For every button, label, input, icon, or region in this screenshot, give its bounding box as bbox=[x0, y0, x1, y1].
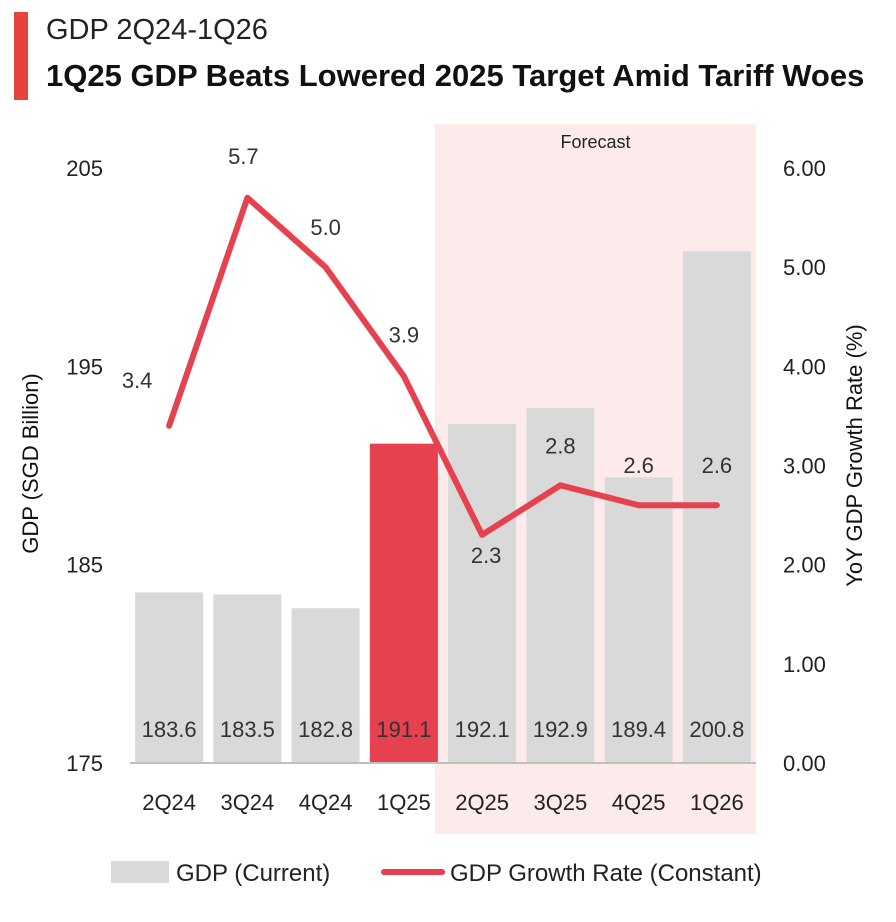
legend-label-growth: GDP Growth Rate (Constant) bbox=[450, 860, 762, 887]
bar-series bbox=[135, 251, 751, 764]
chart-subtitle: 1Q25 GDP Beats Lowered 2025 Target Amid … bbox=[46, 58, 865, 93]
chart-title: GDP 2Q24-1Q26 bbox=[46, 14, 268, 46]
gdp-value-label: 192.9 bbox=[533, 717, 588, 742]
gdp-value-label: 183.6 bbox=[142, 717, 197, 742]
gdp-value-label: 191.1 bbox=[376, 717, 431, 742]
forecast-label: Forecast bbox=[560, 132, 630, 152]
legend-label-gdp: GDP (Current) bbox=[176, 860, 330, 887]
x-tick-label: 4Q24 bbox=[299, 790, 353, 815]
y-tick-label: 185 bbox=[66, 553, 103, 578]
x-tick-label: 3Q25 bbox=[533, 790, 587, 815]
growth-value-label: 2.6 bbox=[702, 453, 733, 478]
gdp-value-label: 189.4 bbox=[611, 717, 666, 742]
gdp-value-label: 192.1 bbox=[455, 717, 510, 742]
growth-value-label: 5.7 bbox=[228, 144, 259, 169]
y2-tick-label: 0.00 bbox=[783, 751, 826, 776]
gdp-value-label: 183.5 bbox=[220, 717, 275, 742]
bar-value-labels: 183.6 183.5 182.8 191.1 192.1 192.9 189.4 200.8 bbox=[142, 717, 745, 742]
growth-value-label: 3.4 bbox=[122, 368, 153, 393]
title-accent-bar bbox=[14, 12, 28, 100]
gdp-bar-4q25 bbox=[604, 477, 673, 763]
growth-rate-line bbox=[166, 194, 720, 538]
y-left-tick-labels: 175 185 195 205 bbox=[66, 156, 103, 776]
growth-value-label: 2.3 bbox=[471, 543, 502, 568]
growth-value-label: 2.8 bbox=[545, 433, 576, 458]
y-tick-label: 195 bbox=[66, 354, 103, 379]
x-tick-label: 4Q25 bbox=[612, 790, 666, 815]
x-tick-label: 2Q24 bbox=[142, 790, 196, 815]
y2-axis-title: YoY GDP Growth Rate (%) bbox=[842, 324, 867, 587]
y2-tick-label: 6.00 bbox=[783, 156, 826, 181]
growth-rate-labels: 3.4 5.7 5.0 3.9 2.3 2.8 2.6 2.6 bbox=[122, 144, 732, 568]
y2-tick-label: 4.00 bbox=[783, 354, 826, 379]
y-tick-label: 205 bbox=[66, 156, 103, 181]
gdp-value-label: 200.8 bbox=[689, 717, 744, 742]
y2-tick-label: 5.00 bbox=[783, 255, 826, 280]
y2-tick-label: 3.00 bbox=[783, 454, 826, 479]
x-tick-label: 1Q26 bbox=[690, 790, 744, 815]
gdp-bar-4q24 bbox=[291, 608, 360, 763]
growth-value-label: 2.6 bbox=[623, 453, 654, 478]
y-tick-label: 175 bbox=[66, 751, 103, 776]
gdp-bar-2q24 bbox=[135, 592, 204, 763]
x-tick-label: 3Q24 bbox=[220, 790, 274, 815]
gdp-bar-1q25 bbox=[369, 443, 438, 763]
x-tick-labels: 2Q24 3Q24 4Q24 1Q25 2Q25 3Q25 4Q25 1Q26 bbox=[142, 790, 744, 815]
y2-tick-label: 1.00 bbox=[783, 652, 826, 677]
gdp-bar-3q25 bbox=[526, 407, 595, 763]
growth-value-label: 5.0 bbox=[310, 215, 341, 240]
y-axis-title: GDP (SGD Billion) bbox=[18, 373, 43, 554]
gdp-bar-2q25 bbox=[448, 423, 517, 763]
growth-value-label: 3.9 bbox=[389, 322, 420, 347]
y2-tick-label: 2.00 bbox=[783, 553, 826, 578]
x-tick-label: 1Q25 bbox=[377, 790, 431, 815]
x-tick-label: 2Q25 bbox=[455, 790, 509, 815]
y-right-tick-labels: 0.00 1.00 2.00 3.00 4.00 5.00 6.00 bbox=[783, 156, 826, 776]
gdp-bar-3q24 bbox=[213, 594, 282, 763]
gdp-value-label: 182.8 bbox=[298, 717, 353, 742]
legend-swatch-gdp bbox=[111, 861, 169, 883]
